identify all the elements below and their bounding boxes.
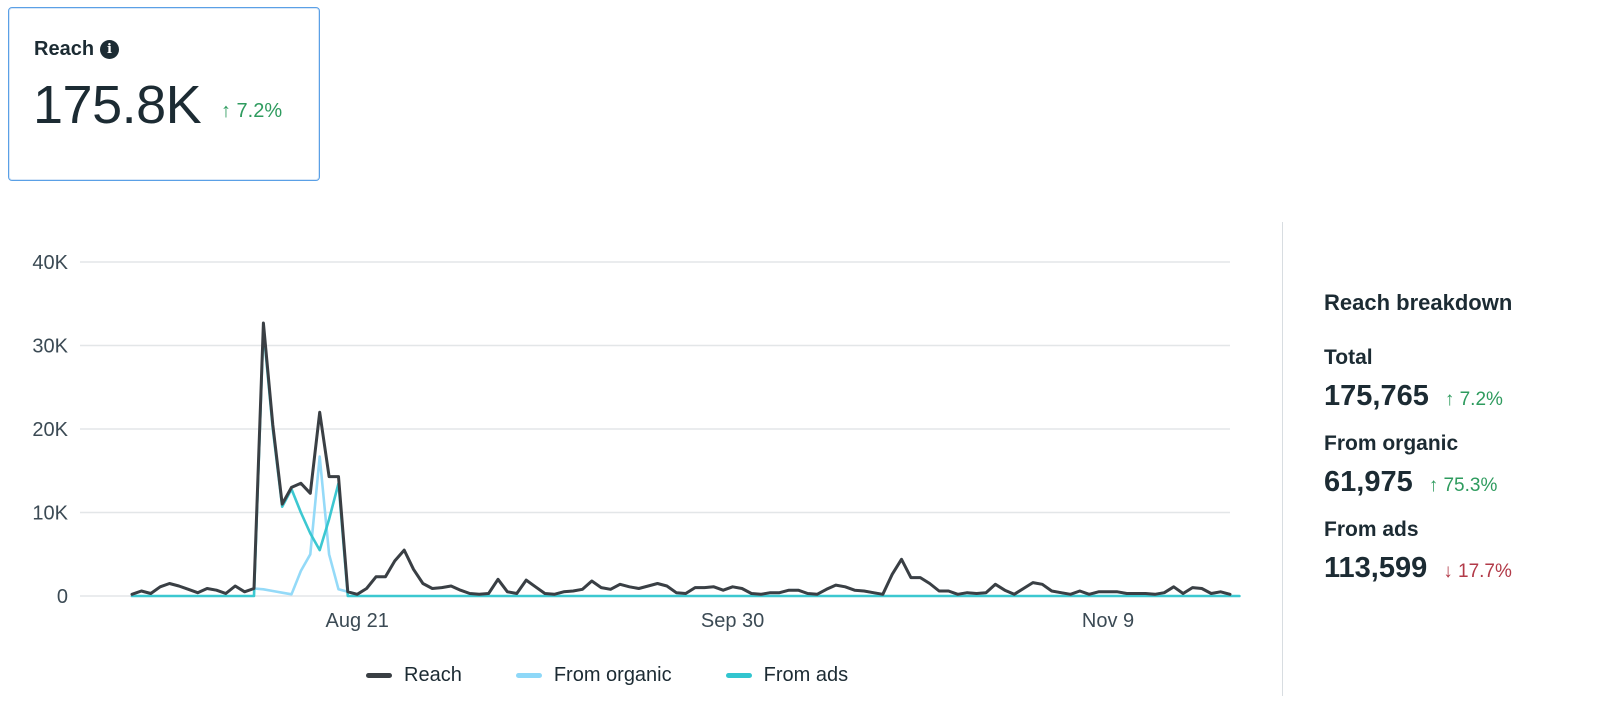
y-tick-label: 40K [32, 252, 68, 274]
divider [1282, 222, 1283, 696]
legend-item-ads[interactable]: From ads [725, 664, 849, 687]
card-title: Reach i [34, 38, 120, 61]
chart-legend: Reach From organic From ads [366, 664, 902, 687]
card-value: 175.8K [33, 75, 202, 135]
series-line-from-organic [130, 455, 1232, 596]
legend-label: From organic [553, 664, 672, 686]
legend-swatch-ads [725, 673, 752, 678]
y-tick-label: 10K [32, 503, 68, 525]
y-tick-label: 0 [57, 586, 68, 608]
legend-item-organic[interactable]: From organic [515, 664, 672, 687]
legend-swatch-reach [366, 673, 392, 678]
breakdown-change: ↑ 75.3% [1428, 475, 1498, 496]
legend-label: From ads [763, 664, 849, 686]
y-tick-label: 30K [32, 336, 68, 358]
x-tick-label: Aug 21 [326, 610, 389, 632]
card-title-label: Reach [34, 38, 95, 60]
breakdown-value: 61,975 [1324, 466, 1413, 498]
breakdown-change: ↓ 17.7% [1443, 561, 1512, 582]
reach-metric-card[interactable]: Reach i 175.8K ↑ 7.2% [8, 7, 320, 181]
series-line-reach [130, 321, 1232, 596]
y-tick-label: 20K [32, 419, 68, 441]
breakdown-label: From organic [1324, 432, 1459, 455]
reach-breakdown-panel: Reach breakdown Total 175,765 ↑ 7.2% Fro… [1324, 290, 1594, 604]
x-tick-label: Nov 9 [1082, 610, 1134, 632]
breakdown-organic: From organic 61,975 ↑ 75.3% [1324, 432, 1594, 499]
reach-line-chart: 40K 30K 20K 10K 0 Aug 21 Sep 30 Nov 9 [32, 252, 1241, 632]
info-icon[interactable]: i [100, 40, 120, 59]
card-change: ↑ 7.2% [221, 100, 283, 122]
series-line-from-ads [130, 327, 1241, 598]
breakdown-title: Reach breakdown [1324, 290, 1513, 315]
legend-swatch-organic [515, 673, 542, 678]
breakdown-value: 113,599 [1324, 552, 1428, 584]
legend-item-reach[interactable]: Reach [366, 664, 462, 687]
breakdown-ads: From ads 113,599 ↓ 17.7% [1324, 518, 1594, 585]
breakdown-label: Total [1324, 346, 1373, 369]
breakdown-label: From ads [1324, 518, 1419, 541]
breakdown-value: 175,765 [1324, 380, 1429, 412]
breakdown-total: Total 175,765 ↑ 7.2% [1324, 346, 1594, 413]
x-tick-label: Sep 30 [701, 610, 764, 632]
legend-label: Reach [404, 664, 462, 686]
breakdown-change: ↑ 7.2% [1444, 389, 1503, 410]
